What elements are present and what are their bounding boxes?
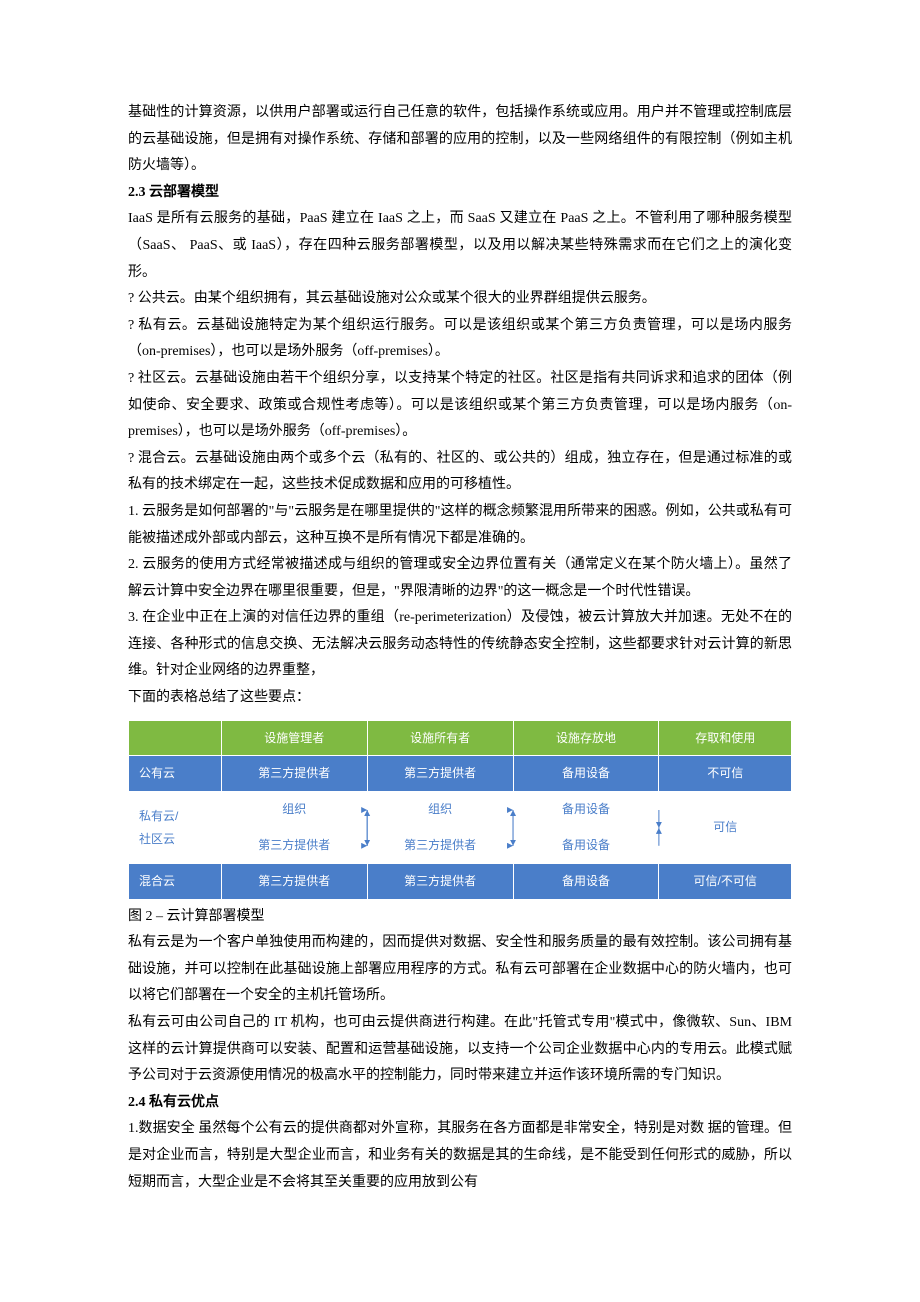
bullet-private-cloud: ? 私有云。云基础设施特定为某个组织运行服务。可以是该组织或某个第三方负责管理，… (128, 313, 792, 366)
bullet-community-cloud: ? 社区云。云基础设施由若干个组织分享，以支持某个特定的社区。社区是指有共同诉求… (128, 366, 792, 446)
numbered-1: 1. 云服务是如何部署的"与"云服务是在哪里提供的"这样的概念频繁混用所带来的困… (128, 499, 792, 552)
figure-2-caption: 图 2 – 云计算部署模型 (128, 904, 792, 931)
bullet-hybrid-cloud: ? 混合云。云基础设施由两个或多个云（私有的、社区的、或公共的）组成，独立存在，… (128, 446, 792, 499)
deployment-model-table-wrap: 设施管理者设施所有者设施存放地存取和使用 公有云第三方提供者第三方提供者备用设备… (128, 720, 792, 900)
paragraph-2-4-1: 1.数据安全 虽然每个公有云的提供商都对外宣称，其服务在各方面都是非常安全，特别… (128, 1116, 792, 1196)
table-lead-in: 下面的表格总结了这些要点： (128, 685, 792, 712)
numbered-2: 2. 云服务的使用方式经常被描述成与组织的管理或安全边界位置有关（通常定义在某个… (128, 552, 792, 605)
arrow-overlay (128, 720, 792, 900)
bullet-public-cloud: ? 公共云。由某个组织拥有，其云基础设施对公众或某个很大的业界群组提供云服务。 (128, 286, 792, 313)
heading-2-4: 2.4 私有云优点 (128, 1090, 792, 1117)
paragraph-private-2: 私有云可由公司自己的 IT 机构，也可由云提供商进行构建。在此"托管式专用"模式… (128, 1010, 792, 1090)
document-page: 基础性的计算资源，以供用户部署或运行自己任意的软件，包括操作系统或应用。用户并不… (0, 0, 920, 1256)
heading-2-3: 2.3 云部署模型 (128, 180, 792, 207)
paragraph-private-1: 私有云是为一个客户单独使用而构建的，因而提供对数据、安全性和服务质量的最有效控制… (128, 930, 792, 1010)
numbered-3: 3. 在企业中正在上演的对信任边界的重组（re-perimeterization… (128, 605, 792, 685)
paragraph-2-3-lead: IaaS 是所有云服务的基础，PaaS 建立在 IaaS 之上，而 SaaS 又… (128, 206, 792, 286)
paragraph-intro: 基础性的计算资源，以供用户部署或运行自己任意的软件，包括操作系统或应用。用户并不… (128, 100, 792, 180)
